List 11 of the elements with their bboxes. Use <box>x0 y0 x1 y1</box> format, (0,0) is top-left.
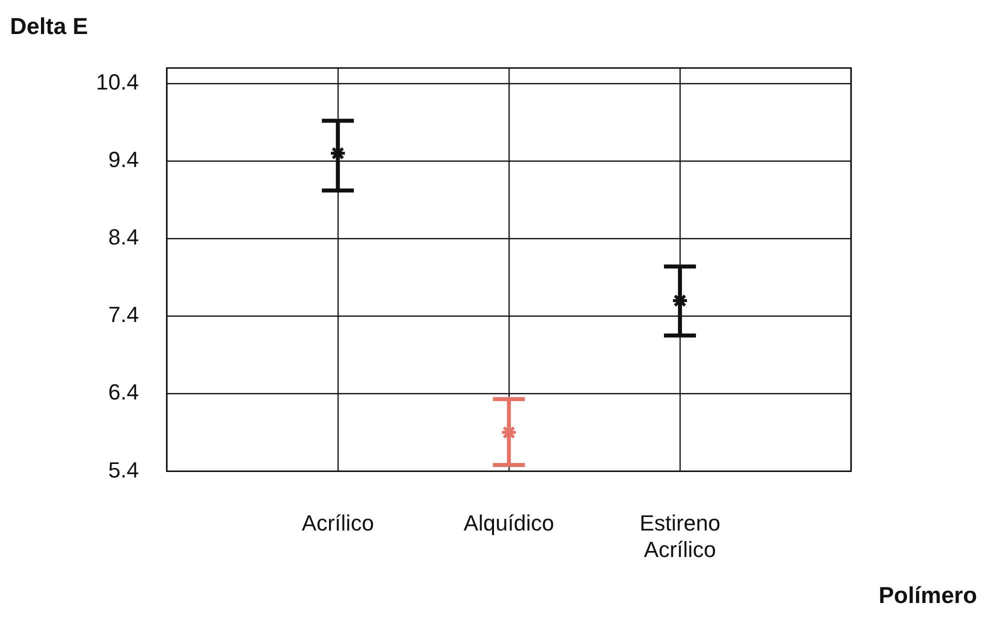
y-tick-label: 8.4 <box>108 224 139 250</box>
y-axis-title: Delta E <box>10 12 88 39</box>
y-tick-label: 9.4 <box>108 147 139 172</box>
y-tick-label: 6.4 <box>108 380 139 405</box>
x-tick-label: Acrílico <box>302 510 374 536</box>
x-tick-label: Estireno Acrílico <box>640 510 720 562</box>
y-tick-label: 5.4 <box>108 457 139 482</box>
x-axis-title: Polímero <box>878 582 977 608</box>
y-tick-label: 10.4 <box>96 70 139 95</box>
y-tick-label: 7.4 <box>108 302 139 328</box>
x-tick-label: Alquídico <box>464 510 554 536</box>
